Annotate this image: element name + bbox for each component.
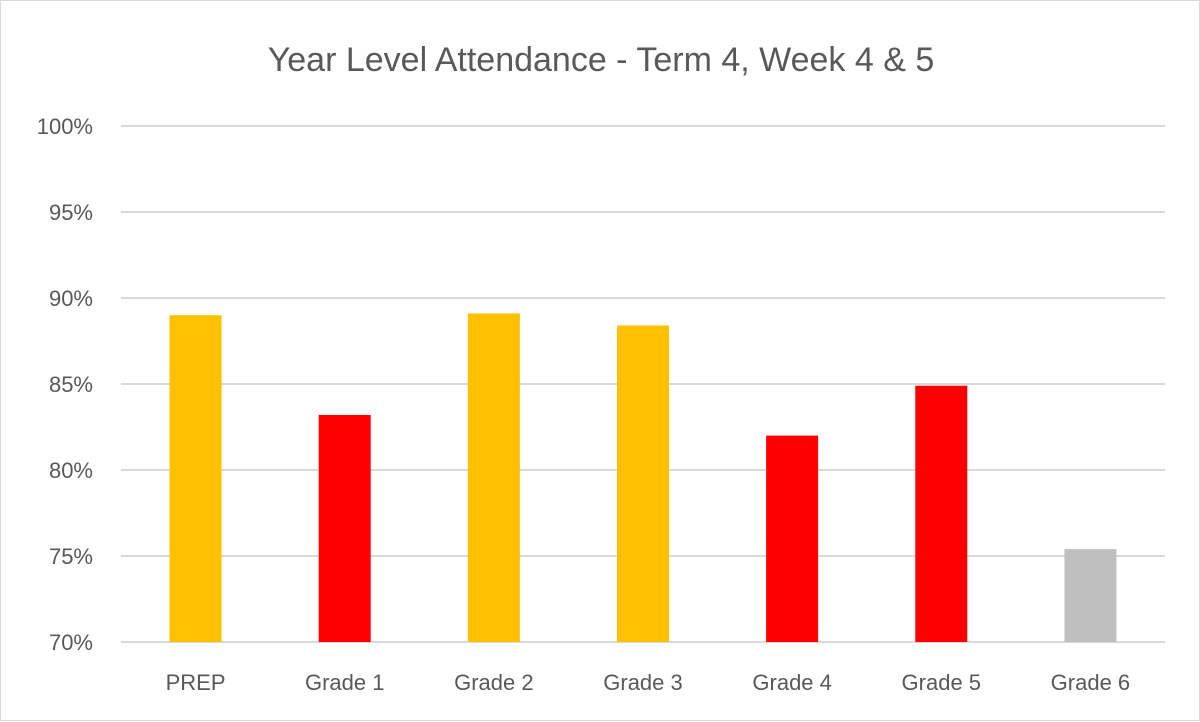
bar-prep bbox=[169, 315, 222, 642]
x-axis-labels: PREP Grade 1 Grade 2 Grade 3 Grade 4 Grade 5 G… bbox=[166, 670, 1131, 695]
x-tick-label: Grade 2 bbox=[454, 670, 534, 695]
y-axis-labels: 70% 75% 80% 85% 90% 95% 100% bbox=[37, 114, 93, 655]
x-tick-label: Grade 4 bbox=[752, 670, 832, 695]
y-tick-label: 70% bbox=[49, 630, 93, 655]
x-tick-label: Grade 3 bbox=[603, 670, 683, 695]
x-tick-label: Grade 1 bbox=[305, 670, 385, 695]
chart-title: Year Level Attendance - Term 4, Week 4 &… bbox=[268, 41, 935, 79]
y-tick-label: 100% bbox=[37, 114, 93, 139]
x-tick-label: Grade 5 bbox=[902, 670, 982, 695]
y-tick-label: 90% bbox=[49, 286, 93, 311]
x-tick-label: PREP bbox=[166, 670, 226, 695]
y-tick-label: 85% bbox=[49, 372, 93, 397]
y-tick-label: 95% bbox=[49, 200, 93, 225]
bar-grade-4 bbox=[766, 435, 819, 642]
bar-grade-3 bbox=[617, 325, 669, 642]
y-tick-label: 75% bbox=[49, 544, 93, 569]
bar-grade-5 bbox=[915, 385, 968, 642]
bar-grade-6 bbox=[1064, 549, 1117, 642]
y-tick-label: 80% bbox=[49, 458, 93, 483]
bar-grade-1 bbox=[318, 414, 371, 642]
bars bbox=[169, 313, 1117, 642]
bar-grade-2 bbox=[467, 313, 520, 642]
x-tick-label: Grade 6 bbox=[1051, 670, 1131, 695]
